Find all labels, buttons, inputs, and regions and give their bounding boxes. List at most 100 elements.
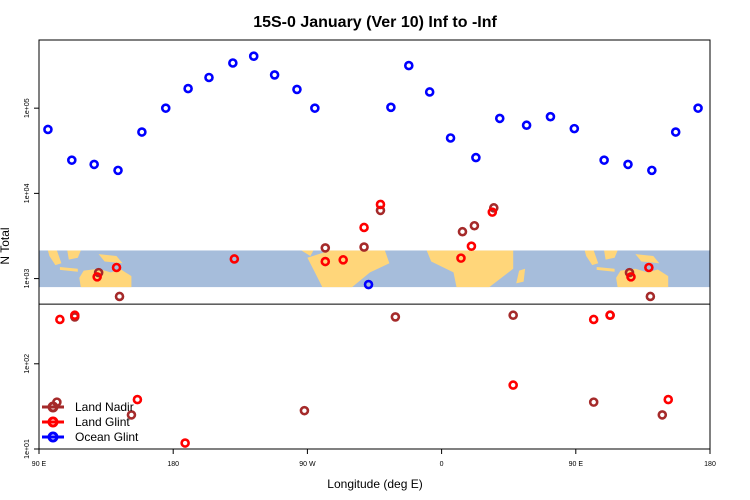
- point-2-7: [204, 72, 214, 83]
- legend-item-land-glint: Land Glint: [42, 415, 130, 429]
- point-1-2: [92, 272, 102, 282]
- legend-marker-land-nadir: [47, 401, 59, 413]
- legend-marker-land-glint: [47, 416, 59, 428]
- land-central-america: [301, 250, 314, 256]
- point-2-11: [292, 84, 302, 95]
- land-africa: [426, 250, 514, 288]
- point-2-24: [623, 159, 633, 170]
- point-1-3: [111, 262, 122, 273]
- point-2-21: [545, 111, 556, 122]
- point-0-10: [457, 226, 468, 237]
- point-2-19: [494, 113, 505, 124]
- x-tick-label-1: 180: [167, 461, 179, 468]
- land-java-1: [596, 267, 615, 272]
- point-1-7: [320, 256, 331, 267]
- point-2-1: [67, 155, 77, 165]
- series-land-glint: [55, 199, 674, 448]
- land-java-0: [59, 267, 78, 272]
- legend-item-land-nadir: Land Nadir: [42, 400, 134, 414]
- legend: Land Nadir Land Glint Ocean Glint: [42, 400, 139, 444]
- point-2-13: [363, 279, 374, 290]
- y-tick-label-3: 1e+04: [24, 183, 31, 203]
- x-tick-label-5: 180: [704, 461, 716, 468]
- point-0-3: [114, 291, 125, 302]
- point-1-12: [466, 241, 477, 252]
- point-2-3: [113, 165, 123, 176]
- point-0-6: [320, 243, 331, 253]
- point-0-4: [126, 410, 137, 420]
- point-1-13: [487, 207, 498, 217]
- point-0-18: [657, 410, 668, 420]
- point-0-13: [508, 310, 518, 321]
- point-1-5: [180, 438, 190, 448]
- point-2-20: [521, 120, 532, 131]
- point-1-11: [456, 253, 466, 263]
- point-2-9: [248, 51, 259, 61]
- x-tick-label-0: 90 E: [32, 461, 47, 468]
- point-1-9: [359, 222, 369, 233]
- point-0-11: [469, 220, 480, 231]
- chart-title: 15S-0 January (Ver 10) Inf to -Inf: [253, 14, 497, 31]
- y-tick-label-4: 1e+05: [24, 98, 31, 118]
- y-axis-label: N Total: [0, 227, 12, 264]
- point-1-15: [588, 314, 599, 325]
- point-2-14: [386, 102, 396, 113]
- point-2-16: [424, 87, 435, 97]
- y-tick-label-2: 1e+03: [24, 269, 31, 289]
- point-2-12: [310, 103, 320, 113]
- point-0-9: [390, 312, 401, 322]
- point-2-25: [647, 165, 657, 176]
- point-2-4: [137, 127, 147, 137]
- point-2-15: [403, 60, 414, 71]
- land-australia-1: [616, 268, 669, 288]
- point-2-10: [269, 70, 280, 80]
- point-2-23: [599, 155, 609, 165]
- point-0-14: [588, 397, 599, 407]
- y-tick-label-0: 1e+01: [24, 439, 31, 459]
- point-1-6: [229, 254, 240, 264]
- point-2-0: [43, 124, 53, 135]
- point-2-6: [183, 83, 193, 94]
- point-1-8: [338, 255, 348, 265]
- point-1-0: [55, 314, 65, 325]
- point-0-5: [299, 405, 310, 416]
- series-ocean-glint: [43, 51, 703, 290]
- legend-item-ocean-glint: Ocean Glint: [42, 430, 139, 444]
- point-0-17: [645, 291, 656, 302]
- point-1-16: [605, 310, 615, 321]
- y-tick-label-1: 1e+02: [24, 354, 31, 374]
- point-1-19: [663, 394, 674, 405]
- point-2-17: [445, 133, 456, 143]
- point-1-14: [508, 380, 518, 390]
- point-1-17: [626, 272, 636, 282]
- series-land-nadir: [52, 203, 668, 420]
- point-2-5: [160, 103, 171, 113]
- point-0-7: [359, 242, 369, 252]
- land-newguinea-0: [98, 254, 123, 264]
- plot-frame: [38, 39, 711, 450]
- point-1-4: [132, 394, 143, 405]
- legend-label-ocean-glint: Ocean Glint: [75, 430, 139, 444]
- legend-label-land-nadir: Land Nadir: [75, 400, 134, 414]
- land-borneo-1: [604, 250, 618, 260]
- point-2-26: [670, 127, 681, 137]
- point-2-8: [228, 58, 238, 68]
- legend-label-land-glint: Land Glint: [75, 415, 130, 429]
- world-map-strip: [39, 250, 710, 288]
- point-2-18: [471, 152, 481, 163]
- land-madagascar: [516, 268, 526, 284]
- x-tick-label-3: 0: [440, 461, 444, 468]
- data-points: [43, 51, 703, 448]
- y-axis: 1e+01 1e+02 1e+03 1e+04 1e+05: [24, 98, 39, 459]
- land-australia-0: [79, 268, 132, 288]
- point-1-1: [69, 310, 80, 321]
- land-borneo-0: [67, 250, 81, 260]
- x-axis-label: Longitude (deg E): [327, 477, 422, 491]
- legend-marker-ocean-glint: [47, 431, 59, 443]
- x-tick-label-4: 90 E: [569, 461, 584, 468]
- point-2-2: [89, 159, 99, 170]
- point-1-10: [375, 199, 386, 210]
- x-tick-label-2: 90 W: [299, 461, 316, 468]
- point-1-18: [644, 262, 654, 273]
